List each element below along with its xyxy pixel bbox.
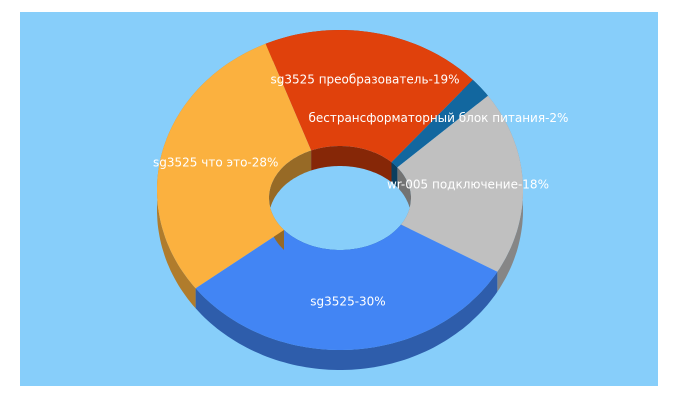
slice-inner-side — [391, 162, 398, 188]
slice-inner-side — [311, 146, 392, 183]
slice — [157, 43, 312, 309]
slice-top — [157, 43, 312, 289]
slice-label: wr-005 подключение-18% — [387, 177, 549, 191]
slice — [265, 30, 473, 183]
slice-top — [195, 224, 498, 350]
slice-top — [397, 95, 523, 272]
slice-label: sg3525 преобразователь-19% — [270, 73, 459, 87]
slice-label: бестрансформаторный блок питания-2% — [308, 111, 568, 125]
slice-side — [195, 271, 498, 370]
slice-inner-side — [269, 150, 312, 250]
slice-label: sg3525 что это-28% — [153, 155, 278, 169]
slice — [397, 95, 523, 292]
slice-top — [265, 30, 473, 163]
slice-label: sg3525-30% — [310, 294, 385, 308]
slice — [195, 224, 498, 370]
slice-top — [391, 79, 488, 168]
